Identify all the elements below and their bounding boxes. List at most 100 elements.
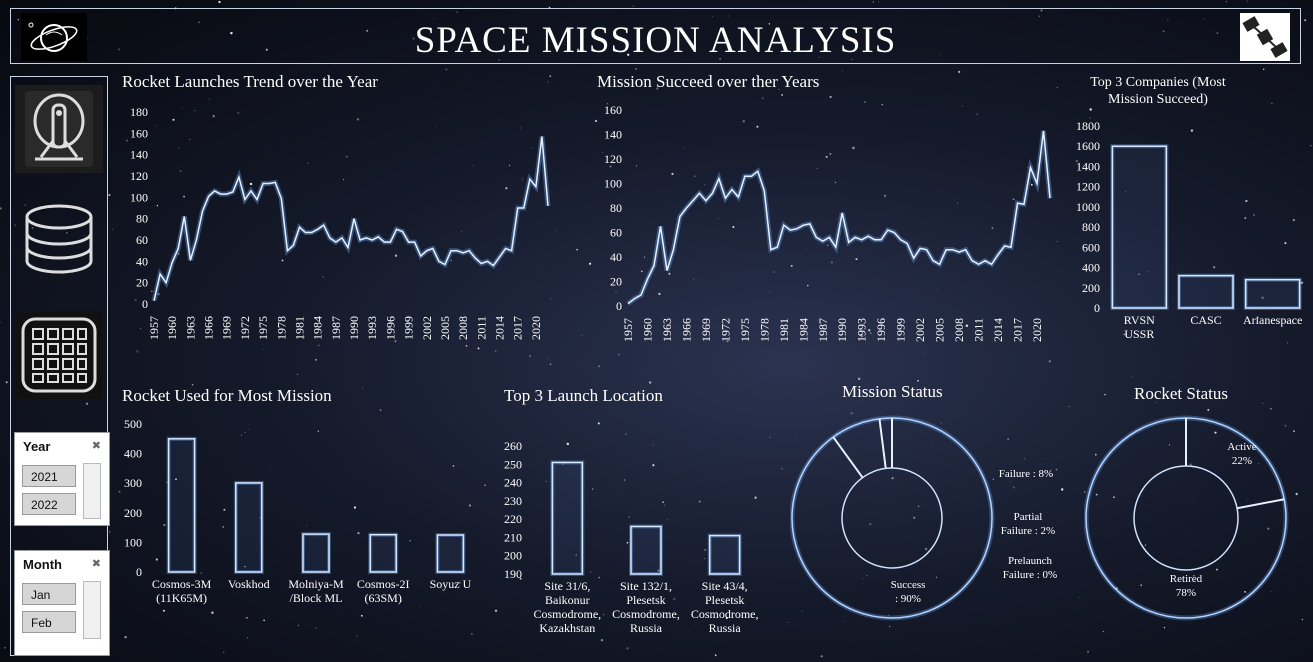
- star: [109, 531, 111, 533]
- star: [150, 145, 152, 147]
- star: [626, 541, 629, 544]
- y-tick-label: 100: [124, 535, 142, 549]
- star: [165, 481, 169, 484]
- star: [609, 165, 612, 168]
- star: [0, 321, 1, 324]
- star: [244, 565, 246, 568]
- clear-filter-icon[interactable]: ✖: [91, 558, 101, 570]
- star: [1247, 500, 1248, 501]
- star: [222, 526, 225, 528]
- x-tick-label: Site 43/4, Plesetsk Cosmodrome, Russia: [691, 579, 759, 635]
- bar: [1178, 274, 1234, 309]
- star: [965, 324, 969, 327]
- star: [787, 622, 788, 624]
- star: [704, 548, 707, 552]
- star: [194, 581, 196, 582]
- star: [576, 248, 578, 251]
- grid-icon[interactable]: [15, 311, 103, 399]
- rocket-status-chart: Active 22% Retired 78%: [1084, 415, 1289, 621]
- slicer-item-feb[interactable]: Feb: [22, 611, 76, 633]
- star: [1310, 144, 1312, 147]
- series-line: [627, 130, 1051, 305]
- star: [112, 228, 113, 230]
- slice-label: Prelaunch Failure : 0%: [1003, 555, 1057, 581]
- star: [332, 313, 334, 315]
- x-tick-label: 1999: [402, 316, 416, 340]
- star: [924, 547, 928, 551]
- slicer-item-2021[interactable]: 2021: [22, 465, 76, 487]
- mission-succeed-title: Mission Succeed over ther Years: [597, 72, 820, 91]
- star: [147, 216, 149, 218]
- x-tick-label: 1984: [311, 316, 325, 340]
- star: [869, 332, 872, 334]
- star: [719, 57, 722, 60]
- star: [472, 165, 474, 167]
- star: [317, 344, 320, 347]
- star: [872, 1, 875, 3]
- star: [297, 624, 300, 627]
- x-tick-label: 1969: [699, 318, 713, 342]
- star: [315, 358, 317, 361]
- month-slicer-scrollbar[interactable]: [83, 581, 101, 639]
- star: [468, 504, 471, 507]
- star: [1087, 650, 1090, 653]
- donut-inner-ring: [841, 467, 943, 569]
- star: [866, 575, 868, 577]
- star: [842, 70, 844, 72]
- year-slicer-scrollbar[interactable]: [83, 463, 101, 519]
- x-tick-label: 1990: [835, 318, 849, 342]
- star: [217, 286, 219, 288]
- slicer-item-2022[interactable]: 2022: [22, 493, 76, 515]
- star: [761, 97, 764, 99]
- slice-label: Partial Failure : 2%: [1001, 511, 1055, 537]
- star: [592, 488, 594, 490]
- star: [1163, 626, 1166, 629]
- rocket-icon[interactable]: [15, 85, 103, 173]
- database-icon[interactable]: [15, 197, 103, 285]
- x-tick-label: 1957: [147, 316, 161, 340]
- y-tick-label: 400: [124, 447, 142, 461]
- star: [203, 395, 205, 397]
- star: [1190, 129, 1194, 132]
- star: [915, 540, 917, 541]
- star: [1214, 431, 1217, 434]
- y-tick-label: 210: [504, 530, 522, 544]
- star: [1053, 272, 1055, 274]
- star: [66, 232, 68, 234]
- clear-filter-icon[interactable]: ✖: [91, 440, 101, 452]
- star: [1262, 68, 1265, 71]
- x-tick-label: 1972: [238, 316, 252, 340]
- star: [175, 478, 177, 481]
- x-tick-label: RVSN USSR: [1124, 313, 1155, 341]
- star: [183, 195, 186, 198]
- star: [693, 624, 694, 625]
- y-tick-label: 1600: [1076, 139, 1100, 153]
- star: [246, 637, 248, 639]
- slicer-item-jan[interactable]: Jan: [22, 583, 76, 605]
- star: [935, 288, 937, 290]
- star: [259, 517, 261, 519]
- x-tick-label: 1975: [738, 318, 752, 342]
- star: [606, 102, 609, 105]
- mission-status-chart: Success: 90% Failure : 8% Partial Failure :…: [790, 415, 1057, 621]
- y-tick-label: 20: [136, 276, 148, 290]
- star: [519, 577, 522, 580]
- star: [576, 48, 580, 52]
- star: [139, 327, 142, 330]
- star: [245, 616, 248, 619]
- star: [732, 225, 735, 229]
- bar: [302, 533, 330, 573]
- star: [471, 633, 473, 635]
- star: [494, 350, 497, 352]
- x-tick-label: 2014: [493, 316, 507, 340]
- star: [600, 639, 604, 642]
- star: [1048, 360, 1051, 363]
- star: [1020, 173, 1021, 174]
- star: [1037, 90, 1039, 91]
- star: [555, 229, 557, 231]
- star: [262, 348, 264, 350]
- slice-label: Active 22%: [1227, 441, 1256, 467]
- star: [1284, 242, 1287, 245]
- star: [581, 334, 583, 336]
